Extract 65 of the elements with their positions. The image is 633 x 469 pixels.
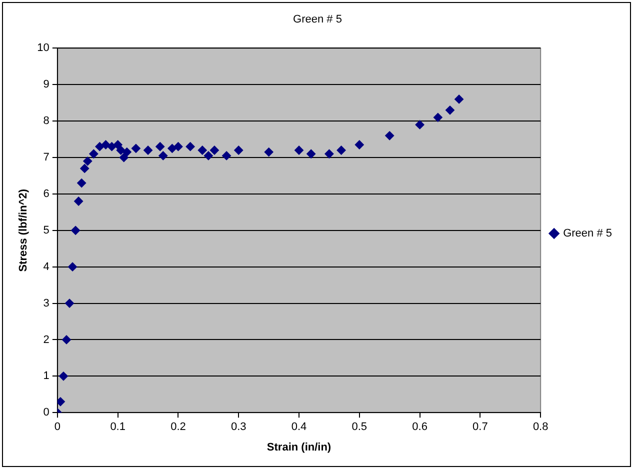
y-tick-label: 0: [43, 406, 50, 419]
point: [294, 146, 304, 155]
y-tick-label: 1: [43, 370, 50, 382]
point: [95, 142, 104, 152]
y-axis-title: Stress (lbf/in^2): [18, 188, 30, 272]
y-tick-label: 2: [43, 334, 50, 346]
point: [77, 178, 86, 188]
y-tick-label: 4: [43, 260, 50, 273]
y-tick-label: 5: [43, 224, 50, 236]
point: [234, 146, 244, 155]
point: [131, 144, 140, 153]
point: [80, 164, 90, 173]
point: [306, 149, 316, 158]
x-tick-label: 0.3: [230, 421, 246, 434]
point: [168, 144, 177, 153]
y-tick-label: 10: [37, 42, 50, 54]
point: [74, 196, 84, 206]
point: [113, 140, 122, 150]
legend-label: Green # 5: [563, 228, 612, 240]
point: [62, 335, 71, 344]
point: [68, 262, 78, 272]
point: [101, 140, 110, 150]
point: [58, 372, 68, 381]
point: [445, 106, 454, 115]
point: [156, 142, 165, 152]
point: [116, 146, 126, 155]
x-axis-title: Strain (in/in): [266, 441, 332, 454]
point: [144, 146, 153, 155]
chart-title: Green # 5: [293, 14, 342, 26]
point: [71, 226, 80, 235]
point: [89, 149, 98, 158]
point: [324, 149, 334, 158]
y-tick-label: 9: [43, 78, 50, 91]
point: [454, 94, 464, 104]
point: [174, 142, 183, 152]
point: [354, 140, 364, 150]
point: [433, 112, 442, 122]
y-tick-label: 6: [43, 188, 50, 200]
point: [385, 131, 394, 140]
y-tick-label: 3: [43, 297, 50, 310]
point: [415, 120, 424, 130]
x-tick-label: 0.7: [472, 421, 488, 434]
point: [107, 142, 116, 152]
point: [264, 148, 274, 157]
point: [83, 156, 92, 166]
x-tick-label: 0.4: [291, 421, 307, 434]
point: [210, 146, 219, 155]
point: [158, 151, 168, 160]
point: [65, 298, 74, 308]
x-tick-label: 0: [54, 421, 60, 434]
point: [57, 397, 65, 406]
x-tick-label: 0.8: [532, 421, 548, 434]
point: [336, 146, 346, 155]
point: [119, 153, 128, 162]
point: [198, 146, 207, 155]
x-tick-label: 0.2: [170, 421, 186, 434]
point: [122, 148, 132, 157]
x-tick-label: 0.5: [352, 421, 368, 434]
y-tick-label: 8: [43, 115, 50, 128]
point: [186, 142, 195, 152]
y-tick-label: 7: [43, 152, 50, 164]
point: [222, 151, 232, 160]
point: [204, 151, 213, 160]
x-tick-label: 0.1: [110, 421, 126, 434]
x-tick-label: 0.6: [412, 421, 428, 434]
